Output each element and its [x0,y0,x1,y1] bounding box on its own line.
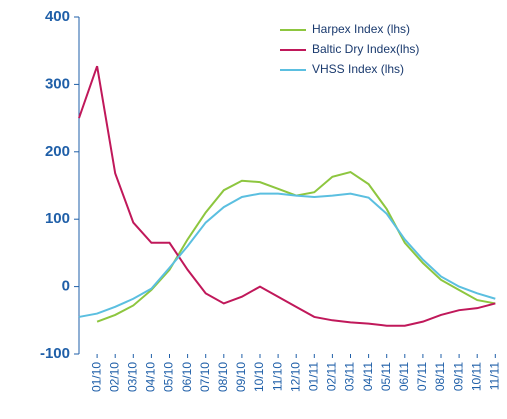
x-tick-label: 04/11 [361,362,375,391]
x-tick-label: 10/11 [469,362,483,391]
y-tick-label: 400 [45,8,70,25]
x-tick-label: 11/10 [270,362,284,391]
line-series [96,170,496,323]
x-tick-label: 12/10 [288,362,302,392]
x-tick-label: 01/10 [89,362,103,392]
x-tick-label: 03/11 [343,362,357,391]
x-tick-label: 11/11 [487,362,501,391]
x-tick-label: 09/10 [234,362,248,392]
x-tick-label: 10/10 [252,362,266,392]
y-tick-label: 300 [45,75,70,92]
x-tick-label: 09/11 [451,362,465,391]
legend-label: Baltic Dry Index(lhs) [312,42,419,56]
x-tick-label: 05/11 [379,362,393,391]
x-tick-label: 05/10 [162,362,176,392]
x-tick-label: 03/10 [125,362,139,392]
x-tick-label: 04/10 [144,362,158,392]
x-tick-label: 06/10 [180,362,194,392]
y-tick-label: 100 [45,210,70,227]
legend-label: VHSS Index (lhs) [312,62,404,76]
y-tick-label: -100 [40,345,70,362]
x-tick-label: 02/10 [107,362,121,392]
x-tick-label: 07/11 [415,362,429,391]
line-series [78,192,496,318]
x-tick-label: 01/11 [306,362,320,391]
x-tick-label: 06/11 [397,362,411,391]
x-tick-label: 08/10 [216,362,230,392]
y-tick-label: 200 [45,143,70,160]
y-tick-label: 0 [62,278,70,295]
x-tick-label: 07/10 [198,362,212,392]
x-tick-label: 02/11 [325,362,339,391]
x-tick-label: 08/11 [433,362,447,391]
legend-label: Harpex Index (lhs) [312,22,410,36]
line-series [78,65,496,327]
